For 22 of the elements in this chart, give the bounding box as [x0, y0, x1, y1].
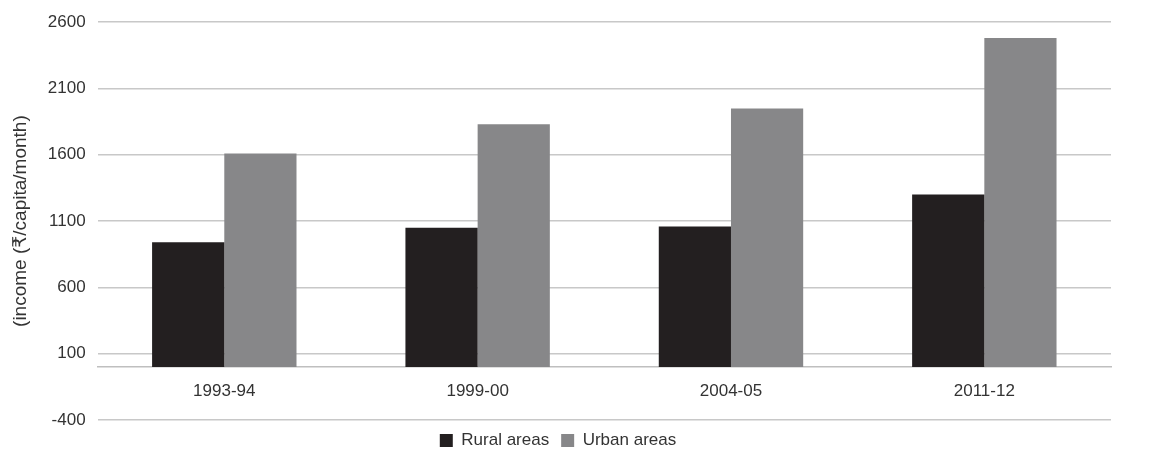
bar [477, 124, 550, 367]
bar [658, 226, 731, 367]
y-tick-label: 600 [57, 277, 86, 297]
bar [224, 153, 297, 367]
y-axis-title: (income (₹/capita/month) [8, 115, 30, 327]
y-tick-label: 2600 [47, 11, 86, 31]
x-tick-label: 2004-05 [699, 380, 763, 400]
x-tick-label: 2011-12 [953, 380, 1015, 400]
bar [730, 108, 804, 367]
y-tick-label: 100 [57, 343, 86, 363]
bar [912, 194, 985, 367]
bar [405, 227, 478, 367]
bar [984, 38, 1057, 367]
legend-label: Urban areas [582, 430, 677, 450]
y-tick-label: 1100 [49, 210, 86, 230]
y-tick-label: -400 [51, 409, 86, 429]
y-tick-label: 2100 [47, 78, 86, 98]
bar [152, 242, 225, 367]
x-tick-label: 1999-00 [446, 380, 509, 400]
x-tick-label: 1993-94 [193, 380, 256, 400]
y-tick-label: 1600 [47, 144, 86, 164]
legend-label: Rural areas [461, 430, 550, 450]
